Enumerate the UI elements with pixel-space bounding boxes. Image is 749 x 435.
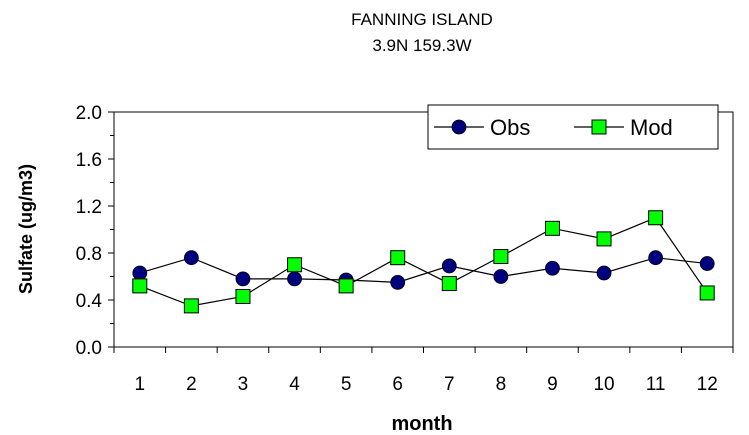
data-point-mod [132,278,148,294]
y-axis-title: Sulfate (ug/m3) [16,164,36,294]
x-axis-title: month [391,413,452,435]
data-point-obs [132,265,148,281]
x-tick-label: 2 [186,374,197,395]
data-point-obs [648,250,664,266]
data-point-obs [183,250,199,266]
x-tick-label: 12 [697,374,718,395]
data-point-obs [545,260,560,276]
data-point-mod [235,288,251,304]
data-point-obs [596,265,612,281]
data-point-mod [390,250,406,266]
data-point-mod [183,298,199,314]
data-point-mod [544,220,560,236]
data-point-obs [235,271,251,287]
data-point-mod [441,276,457,292]
data-point-obs [287,271,302,287]
x-tick-label: 5 [341,374,352,395]
x-tick-label: 4 [289,374,300,395]
legend: Obs Mod [427,104,719,150]
x-tick-label: 8 [496,374,507,395]
y-tick-label: 0.0 [76,338,102,359]
legend-label-obs: Obs [490,115,530,140]
data-point-mod [338,278,354,294]
data-point-obs [390,274,406,290]
data-point-mod [648,210,664,226]
y-tick-label: 2.0 [76,103,102,124]
y-tick-label: 1.6 [76,150,102,171]
chart-subtitle: 3.9N 159.3W [372,36,472,55]
data-point-mod [287,257,303,273]
y-tick-label: 1.2 [76,197,102,218]
y-tick-label: 0.8 [76,244,102,265]
series-line-obs [139,257,708,283]
data-point-mod [699,285,715,301]
data-point-obs [493,269,509,284]
x-tick-label: 11 [646,374,666,395]
x-tick-label: 9 [547,374,558,395]
x-tick-label: 1 [135,374,146,395]
x-tick-label: 6 [392,374,403,395]
series-line-mod [139,217,708,307]
data-point-obs [441,258,457,274]
data-point-mod [493,249,509,265]
legend-label-mod: Mod [630,115,673,140]
x-tick-label: 10 [593,374,614,395]
chart-title: FANNING ISLAND [351,10,493,29]
data-point-obs [699,256,715,271]
legend-marker-mod [591,119,607,135]
data-point-mod [596,231,612,247]
x-tick-label: 3 [238,374,249,395]
y-tick-label: 0.4 [76,291,103,312]
legend-marker-obs [451,119,467,135]
x-tick-label: 7 [444,374,455,395]
